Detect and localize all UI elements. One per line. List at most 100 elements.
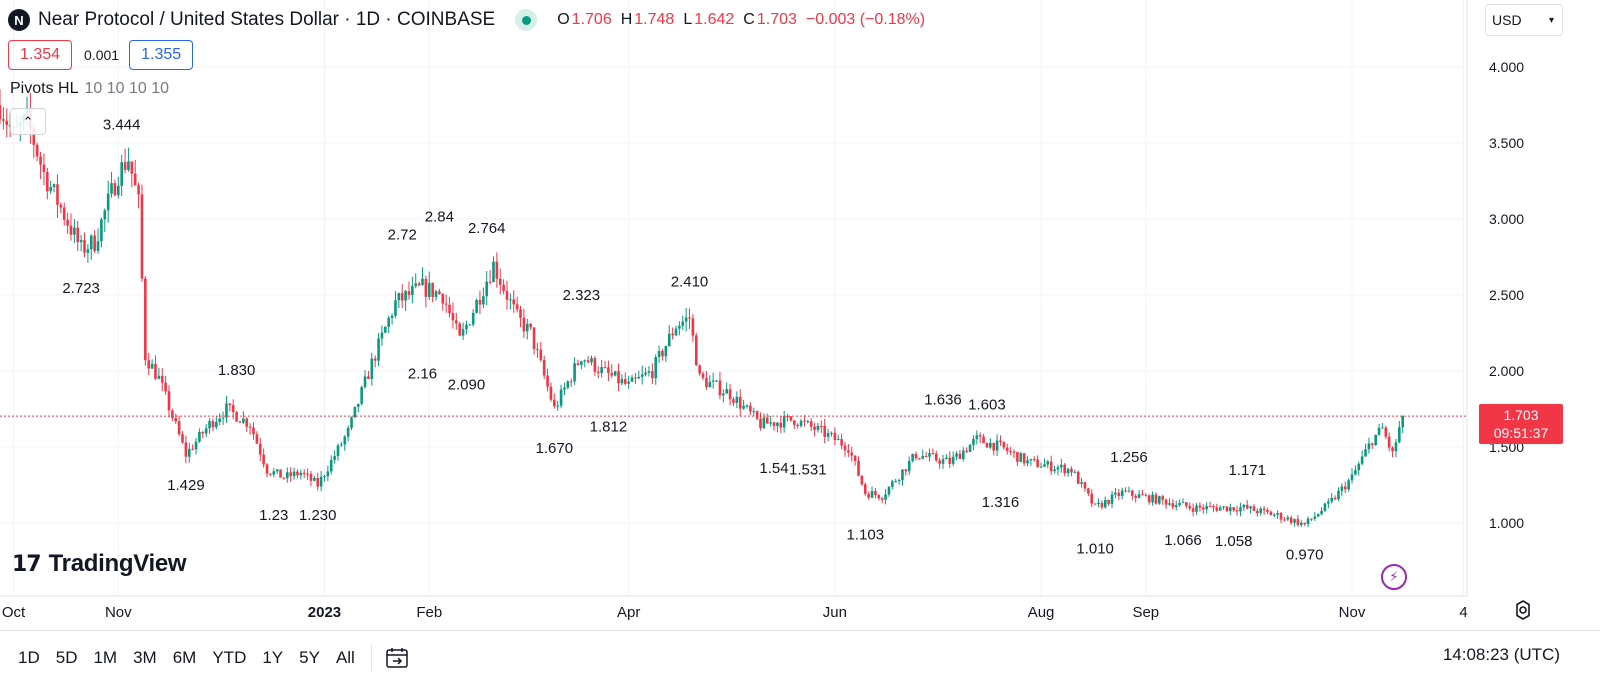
candle-body [870,491,874,498]
go-to-date-button[interactable] [382,643,412,673]
candle-body [644,372,647,375]
candle-body [1198,505,1202,508]
pivot-label: 2.723 [62,280,100,297]
candle-body [972,439,975,445]
candle-body [434,291,438,297]
candle-body [1327,501,1330,504]
candle-body [850,452,854,456]
candle-body [664,346,668,357]
candle-body [955,453,958,457]
currency-select[interactable]: USD ▾ [1485,4,1563,36]
candle-body [160,375,164,383]
candle-body [745,405,749,407]
pivot-label: 2.764 [468,220,506,237]
candle-body [370,358,374,379]
candle-body [515,304,519,310]
candle-body [843,445,847,451]
candle-body [5,120,9,125]
candle-body [799,420,803,426]
candle-body [208,420,211,429]
candle-body [35,144,39,157]
candle-body [475,299,478,313]
candle-body [2,119,5,121]
candle-body [1266,509,1269,512]
candle-body [1046,461,1050,465]
candle-body [786,416,789,418]
candle-body [350,417,353,428]
candle-body [333,456,336,460]
price-change: −0.003 (−0.18%) [805,11,926,28]
candle-body [725,389,728,394]
range-ytd-button[interactable]: YTD [212,648,247,667]
range-all-button[interactable]: All [335,648,355,667]
candle-body [1151,494,1154,503]
range-1m-button[interactable]: 1M [93,648,118,667]
candle-body [414,283,418,287]
candle-body [194,441,198,450]
candle-body [1117,492,1121,497]
candle-body [999,440,1002,442]
candle-body [1350,474,1354,481]
time-axis[interactable]: Oct Nov 2023 Feb Apr Jun Aug Sep Nov 4 [2,604,1468,621]
candle-body [140,194,144,279]
pivot-label: 2.84 [425,208,454,225]
candle-body [613,371,617,376]
candle-body [762,417,766,429]
candle-body [1168,503,1171,505]
close-label: C [743,11,755,28]
candle-body [647,371,651,373]
candle-body [640,374,644,377]
candle-body [681,321,685,326]
collapse-legend-button[interactable]: ⌃ [10,108,46,135]
candle-body [630,377,634,382]
candle-body [735,396,739,403]
candle-body [1134,495,1137,498]
candle-body [93,235,96,251]
candle-body [1141,494,1144,496]
candle-body [674,328,678,336]
range-1y-button[interactable]: 1Y [262,648,284,667]
pivot-label: 2.72 [388,227,417,244]
tradingview-logo[interactable]: 17 TradingView [12,550,187,578]
candle-body [265,464,269,474]
candle-body [421,278,424,286]
range-3m-button[interactable]: 3M [133,648,157,667]
candle-body [590,358,593,363]
range-5d-button[interactable]: 5D [55,648,78,667]
candle-body [1296,519,1300,525]
candle-body [373,358,377,361]
range-1d-button[interactable]: 1D [18,648,40,667]
candle-body [732,399,735,403]
candle-body [1188,506,1192,509]
candle-body [1171,503,1175,508]
candle-body [1300,522,1303,525]
lightning-icon[interactable]: ⚡ [1381,564,1407,590]
candle-body [617,371,620,384]
candle-body [1053,469,1056,472]
range-5y-button[interactable]: 5Y [299,648,320,667]
candle-body [968,444,972,452]
symbol-title[interactable]: Near Protocol / United States Dollar · 1… [38,9,496,30]
indicator-legend[interactable]: Pivots HL 10 10 10 10 [10,80,169,98]
candle-body [1293,519,1296,523]
range-6m-button[interactable]: 6M [172,648,197,667]
sell-button[interactable]: 1.354 [8,40,73,70]
candle-body [326,471,330,477]
utc-clock[interactable]: 14:08:23 (UTC) [1442,645,1560,664]
candle-body [1080,482,1083,484]
candle-body [941,459,945,464]
candle-body [346,427,350,437]
candle-body [292,471,296,477]
candle-body [1060,464,1063,468]
gear-icon[interactable] [1511,598,1535,622]
candle-body [1323,503,1327,511]
buy-button[interactable]: 1.355 [129,40,194,70]
candle-body [231,405,235,413]
market-status-icon[interactable] [515,9,538,31]
candle-body [1347,480,1350,490]
x-tick-label: Nov [1339,604,1366,621]
candle-body [566,381,570,388]
candle-body [928,453,931,457]
price-chart[interactable]: 3.444 2.723 1.830 1.429 1.23 1.230 2.72 2.84 2.7… [0,0,1600,630]
